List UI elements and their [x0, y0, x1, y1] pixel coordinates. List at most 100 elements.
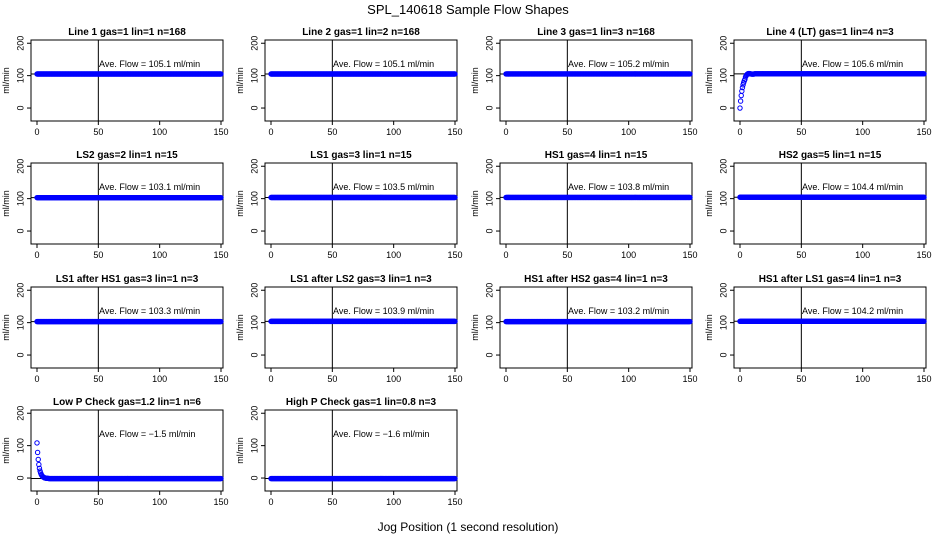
average-flow-annotation: Ave. Flow = 105.2 ml/min — [568, 59, 669, 69]
panel-title: High P Check gas=1 lin=0.8 n=3 — [286, 397, 437, 408]
data-point — [737, 105, 743, 111]
panel-1: Line 1 gas=1 lin=1 n=168 0 100 200 0 50 100 150… — [1, 27, 229, 137]
panel-title: LS1 gas=3 lin=1 n=15 — [310, 150, 412, 161]
x-tick-label: 50 — [562, 250, 572, 260]
x-tick-label: 100 — [621, 250, 636, 260]
x-tick-label: 100 — [386, 374, 401, 384]
y-axis-label: ml/min — [704, 190, 714, 217]
data-point — [738, 92, 744, 99]
y-tick-label: 200 — [15, 406, 25, 421]
data-point — [35, 456, 41, 463]
panel-title: Low P Check gas=1.2 lin=1 n=6 — [53, 397, 201, 408]
panel-5: LS2 gas=2 lin=1 n=15 0 100 200 0 50 100 150 ml/m… — [1, 150, 229, 260]
plot-frame — [733, 162, 927, 245]
x-tick-label: 100 — [855, 127, 870, 137]
y-tick-label: 100 — [718, 191, 728, 206]
panel-3: Line 3 gas=1 lin=3 n=168 0 100 200 0 50 100 150… — [470, 27, 698, 137]
panel-7: HS1 gas=4 lin=1 n=15 0 100 200 0 50 100 150 ml/m… — [470, 150, 698, 260]
panel-title: HS2 gas=5 lin=1 n=15 — [779, 150, 882, 161]
panel-2: Line 2 gas=1 lin=2 n=168 0 100 200 0 50 100 150… — [235, 27, 463, 137]
panel-title: Line 2 gas=1 lin=2 n=168 — [302, 27, 420, 38]
figure-title: SPL_140618 Sample Flow Shapes — [367, 2, 569, 17]
x-tick-label: 0 — [268, 127, 273, 137]
plot-frame — [30, 39, 224, 122]
x-tick-label: 50 — [327, 497, 337, 507]
panel-12: HS1 after LS1 gas=4 lin=1 n=3 0 100 200 0 50 1… — [704, 274, 932, 384]
average-flow-annotation: Ave. Flow = −1.6 ml/min — [333, 429, 429, 439]
y-tick-label: 100 — [15, 315, 25, 330]
y-tick-label: 0 — [484, 353, 494, 358]
y-tick-label: 0 — [484, 229, 494, 234]
panel-title: Line 4 (LT) gas=1 lin=4 n=3 — [766, 27, 894, 38]
y-tick-label: 200 — [484, 283, 494, 298]
x-tick-label: 50 — [796, 374, 806, 384]
y-tick-label: 100 — [15, 68, 25, 83]
y-tick-label: 200 — [484, 159, 494, 174]
plot-frame — [264, 39, 458, 122]
y-tick-label: 0 — [15, 106, 25, 111]
average-flow-annotation: Ave. Flow = −1.5 ml/min — [99, 429, 195, 439]
plot-frame — [30, 286, 224, 369]
y-tick-label: 0 — [15, 229, 25, 234]
y-tick-label: 0 — [249, 476, 259, 481]
x-tick-label: 50 — [327, 127, 337, 137]
x-tick-label: 0 — [34, 127, 39, 137]
x-tick-label: 50 — [562, 374, 572, 384]
y-tick-label: 100 — [249, 438, 259, 453]
y-axis-label: ml/min — [1, 437, 11, 464]
data-points — [268, 318, 458, 325]
data-point — [739, 84, 746, 91]
x-tick-label: 100 — [152, 250, 167, 260]
y-tick-label: 0 — [249, 229, 259, 234]
plot-frame — [30, 162, 224, 245]
panel-title: LS1 after LS2 gas=3 lin=1 n=3 — [290, 274, 432, 285]
x-tick-label: 0 — [34, 374, 39, 384]
data-points — [268, 71, 458, 77]
y-tick-label: 200 — [249, 406, 259, 421]
average-flow-annotation: Ave. Flow = 104.4 ml/min — [802, 182, 903, 192]
data-points — [737, 70, 927, 111]
x-tick-label: 50 — [93, 374, 103, 384]
x-tick-label: 100 — [152, 497, 167, 507]
plot-frame — [264, 286, 458, 369]
x-tick-label: 50 — [796, 127, 806, 137]
data-points — [737, 194, 927, 200]
data-points — [503, 318, 693, 325]
y-tick-label: 0 — [15, 476, 25, 481]
x-tick-label: 0 — [503, 127, 508, 137]
data-points — [268, 194, 458, 201]
y-axis-label: ml/min — [704, 314, 714, 341]
x-tick-label: 150 — [213, 127, 228, 137]
average-flow-annotation: Ave. Flow = 105.1 ml/min — [333, 59, 434, 69]
y-tick-label: 100 — [249, 191, 259, 206]
y-axis-label: ml/min — [1, 314, 11, 341]
y-axis-label: ml/min — [470, 190, 480, 217]
average-flow-annotation: Ave. Flow = 103.9 ml/min — [333, 306, 434, 316]
panel-8: HS2 gas=5 lin=1 n=15 0 100 200 0 50 100 150 ml/m… — [704, 150, 932, 260]
x-tick-label: 100 — [855, 374, 870, 384]
x-tick-label: 150 — [447, 374, 462, 384]
y-tick-label: 100 — [484, 68, 494, 83]
y-tick-label: 100 — [15, 438, 25, 453]
average-flow-annotation: Ave. Flow = 105.1 ml/min — [99, 59, 200, 69]
y-tick-label: 0 — [718, 229, 728, 234]
panel-13: Low P Check gas=1.2 lin=1 n=6 0 100 200 0 50 1… — [1, 397, 229, 507]
data-points — [34, 71, 224, 77]
y-tick-label: 200 — [484, 36, 494, 51]
x-tick-label: 0 — [268, 497, 273, 507]
x-tick-label: 0 — [34, 250, 39, 260]
average-flow-annotation: Ave. Flow = 104.2 ml/min — [802, 306, 903, 316]
x-tick-label: 0 — [268, 374, 273, 384]
data-points — [34, 318, 224, 325]
y-tick-label: 100 — [484, 315, 494, 330]
data-points — [503, 194, 693, 201]
data-point — [687, 71, 693, 77]
y-axis-label: ml/min — [235, 190, 245, 217]
x-tick-label: 0 — [503, 374, 508, 384]
y-tick-label: 100 — [249, 315, 259, 330]
data-points — [268, 475, 458, 482]
average-flow-annotation: Ave. Flow = 103.5 ml/min — [333, 182, 434, 192]
x-tick-label: 0 — [34, 497, 39, 507]
y-axis-label: ml/min — [470, 67, 480, 94]
y-tick-label: 200 — [718, 283, 728, 298]
